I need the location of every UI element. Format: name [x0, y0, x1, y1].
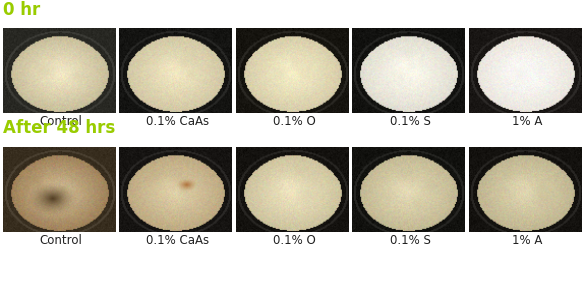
- Text: 0.1% S: 0.1% S: [390, 115, 431, 128]
- Text: 1% A: 1% A: [512, 234, 542, 247]
- Text: 0.1% CaAs: 0.1% CaAs: [146, 234, 209, 247]
- Text: 0.1% O: 0.1% O: [273, 234, 315, 247]
- Text: 0.1% CaAs: 0.1% CaAs: [146, 115, 209, 128]
- Text: After 48 hrs: After 48 hrs: [3, 119, 115, 137]
- Text: 0.1% S: 0.1% S: [390, 234, 431, 247]
- Text: Control: Control: [40, 234, 82, 247]
- Text: 1% A: 1% A: [512, 115, 542, 128]
- Text: Control: Control: [40, 115, 82, 128]
- Text: 0.1% O: 0.1% O: [273, 115, 315, 128]
- Text: 0 hr: 0 hr: [3, 1, 40, 19]
